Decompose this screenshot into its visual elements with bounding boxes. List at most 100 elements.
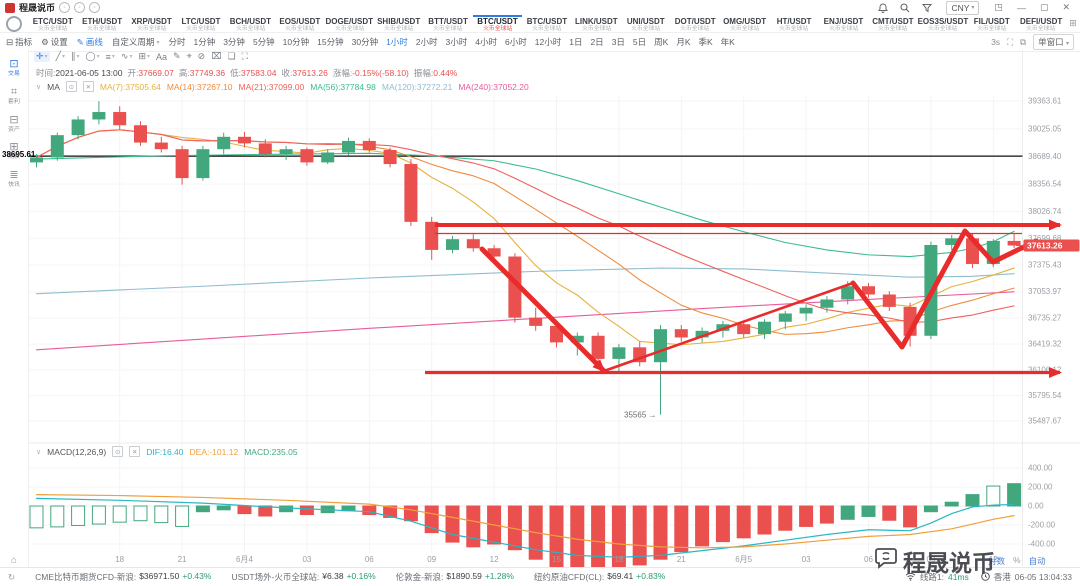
window-popout-button[interactable]: ◳	[994, 2, 1003, 12]
period-3日[interactable]: 3日	[611, 37, 625, 47]
period-1小时[interactable]: 1小时	[386, 37, 408, 47]
period-6小时[interactable]: 6小时	[505, 37, 527, 47]
period-季K[interactable]: 季K	[698, 37, 713, 47]
sidebar-item-资产[interactable]: ⊟ 资产	[0, 114, 28, 134]
new-window-icon[interactable]: ⧉	[1020, 36, 1027, 47]
period-2小时[interactable]: 2小时	[415, 37, 438, 47]
period-3分钟[interactable]: 3分钟	[223, 37, 245, 47]
period-周K[interactable]: 周K	[654, 37, 669, 47]
fullscreen-icon[interactable]: ⛶	[1007, 36, 1014, 47]
sidebar-item-期权[interactable]: ⊞ 期权	[0, 141, 28, 161]
search-icon[interactable]	[900, 2, 910, 13]
percent-scale-toggle[interactable]: %	[1013, 555, 1021, 565]
log-scale-toggle[interactable]: 对数	[988, 556, 1006, 566]
period-4小时[interactable]: 4小时	[475, 37, 498, 47]
sidebar-item-快讯[interactable]: ≣ 快讯	[0, 169, 28, 189]
macd-visibility-icon[interactable]: ⊙	[112, 446, 124, 457]
sidebar-item-交易[interactable]: ⊡ 交易	[0, 58, 28, 78]
pair-tab-enj-usdt[interactable]: ENJ/USDT 火币全球站	[819, 15, 868, 32]
refresh-icon[interactable]: ↻	[8, 571, 16, 582]
pair-tab-omg-usdt[interactable]: OMG/USDT 火币全球站	[720, 15, 769, 32]
draw-tool-7[interactable]: Aa	[156, 52, 167, 62]
period-分时[interactable]: 分时	[168, 37, 186, 47]
add-pair-button[interactable]: ⊞	[1069, 18, 1077, 28]
bell-icon[interactable]	[878, 2, 889, 13]
titlebar: 程晟说币 ◦ ◦ ◦ CNY ▾ ◳ — ▢ ✕	[0, 0, 1080, 15]
pair-tab-defi-usdt[interactable]: DEFI/USDT 火币全球站	[1016, 15, 1065, 32]
period-15分钟[interactable]: 15分钟	[317, 37, 344, 47]
indicator-button[interactable]: ⊟ 指标	[6, 36, 33, 48]
pair-exchange: 火币全球站	[186, 25, 216, 32]
pair-tab-btc-usdt[interactable]: BTC/USDT 火币全球站	[472, 15, 523, 32]
period-年K[interactable]: 年K	[720, 37, 735, 47]
pair-tab-btt-usdt[interactable]: BTT/USDT 火币全球站	[423, 15, 472, 32]
period-10分钟[interactable]: 10分钟	[282, 37, 310, 47]
pair-tab-uni-usdt[interactable]: UNI/USDT 火币全球站	[621, 15, 670, 32]
custom-period-select[interactable]: 自定义周期 ▾	[111, 37, 160, 47]
ma-visibility-icon[interactable]: ⊙	[65, 81, 77, 92]
title-dot-icon-3[interactable]: ◦	[89, 2, 101, 13]
window-minimize-button[interactable]: —	[1016, 2, 1026, 13]
pair-tab-cmt-usdt[interactable]: CMT/USDT 火币全球站	[868, 15, 917, 32]
settings-button[interactable]: ⚙ 设置	[41, 36, 68, 48]
period-5分钟[interactable]: 5分钟	[252, 37, 275, 47]
currency-select[interactable]: CNY ▾	[946, 0, 980, 15]
info-振幅: 振幅:0.44%	[413, 68, 458, 78]
draw-tool-12[interactable]: ❏	[228, 51, 236, 62]
candlestick-chart[interactable]: 39363.61 39025.05 38689.40 38356.54 38026.74…	[28, 50, 1080, 568]
svg-text:15: 15	[552, 555, 561, 564]
draw-tool-8[interactable]: ✎	[173, 51, 181, 62]
pair-tab-link-usdt[interactable]: LINK/USDT 火币全球站	[572, 15, 621, 32]
market-logo-icon[interactable]	[6, 15, 22, 32]
window-close-button[interactable]: ✕	[1062, 2, 1070, 12]
draw-tool-13[interactable]: ⛶	[242, 51, 248, 62]
collapse-caret-icon[interactable]: ∨	[36, 83, 42, 91]
sidebar-item-套利[interactable]: ⌗ 套利	[0, 86, 28, 106]
pair-tab-eth-usdt[interactable]: ETH/USDT 火币全球站	[77, 15, 126, 32]
draw-line-button[interactable]: ✎ 画线	[76, 36, 103, 48]
title-dot-icon-1[interactable]: ◦	[59, 2, 71, 13]
draw-tool-1[interactable]: ╱ ▾	[55, 51, 65, 61]
pair-tab-xrp-usdt[interactable]: XRP/USDT 火币全球站	[127, 15, 176, 32]
pair-tab-ltc-usdt[interactable]: LTC/USDT 火币全球站	[176, 15, 225, 32]
pair-tab-etc-usdt[interactable]: ETC/USDT 火币全球站	[28, 15, 77, 32]
draw-tool-5[interactable]: ∿ ▾	[120, 51, 133, 61]
pair-tab-fil-usdt[interactable]: FIL/USDT 火币全球站	[967, 15, 1016, 32]
draw-tool-10[interactable]: ⊘	[198, 51, 206, 62]
draw-tool-2[interactable]: ∥ ▾	[71, 51, 80, 61]
period-1日[interactable]: 1日	[569, 37, 583, 47]
app-title: 程晟说币	[19, 3, 56, 13]
draw-tool-11[interactable]: ⌧	[211, 51, 221, 62]
period-2日[interactable]: 2日	[590, 37, 604, 47]
pair-tab-eos-usdt[interactable]: EOS/USDT 火币全球站	[275, 15, 324, 32]
pair-exchange: 火币全球站	[136, 25, 167, 32]
home-icon[interactable]: ⌂	[10, 555, 18, 566]
draw-tool-9[interactable]: ⌖	[187, 51, 192, 62]
period-5日[interactable]: 5日	[632, 37, 647, 47]
auto-scale-toggle[interactable]: 自动	[1028, 556, 1046, 566]
pair-tab-ht-usdt[interactable]: HT/USDT 火币全球站	[769, 15, 818, 32]
draw-tool-0[interactable]: ✛ ▾	[34, 51, 50, 62]
period-12小时[interactable]: 12小时	[534, 37, 562, 47]
pair-tab-dot-usdt[interactable]: DOT/USDT 火币全球站	[670, 15, 719, 32]
window-maximize-button[interactable]: ▢	[1039, 2, 1049, 12]
period-30分钟[interactable]: 30分钟	[351, 37, 379, 47]
title-dot-icon-2[interactable]: ◦	[74, 2, 86, 13]
draw-tool-3[interactable]: ◯ ▾	[85, 51, 100, 61]
filter-icon[interactable]	[922, 3, 933, 13]
ma-close-icon[interactable]: ✕	[82, 81, 94, 92]
pair-tab-eos3s-usdt[interactable]: EOS3S/USDT 火币全球站	[918, 15, 969, 32]
draw-tool-6[interactable]: ⊞ ▾	[138, 51, 151, 61]
draw-tool-icon: ⛶	[241, 51, 248, 61]
pair-tab-shib-usdt[interactable]: SHIB/USDT 火币全球站	[374, 15, 423, 32]
macd-close-icon[interactable]: ✕	[129, 446, 141, 457]
pair-tab-btc-usdt[interactable]: BTC/USDT 火币全球站	[522, 15, 571, 32]
period-1分钟[interactable]: 1分钟	[193, 37, 216, 47]
collapse-caret-icon[interactable]: ∨	[36, 448, 42, 456]
pair-tab-bch-usdt[interactable]: BCH/USDT 火币全球站	[226, 15, 275, 32]
period-月K[interactable]: 月K	[676, 37, 691, 47]
window-mode-select[interactable]: 单窗口 ▾	[1033, 34, 1074, 50]
pair-tab-doge-usdt[interactable]: DOGE/USDT 火币全球站	[325, 15, 374, 32]
period-3小时[interactable]: 3小时	[445, 37, 468, 47]
draw-tool-4[interactable]: ≡ ▾	[105, 51, 115, 62]
